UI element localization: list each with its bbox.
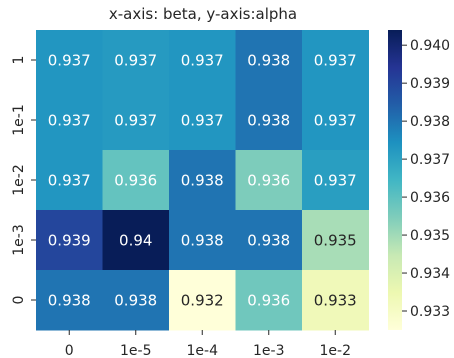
cell-value-label: 0.938 — [247, 112, 290, 130]
cell-value-label: 0.94 — [119, 232, 152, 250]
cell-value-label: 0.937 — [48, 52, 91, 70]
y-tick-label: 1 — [11, 56, 27, 65]
heatmap-cells: 0.937 0.937 0.937 0.938 0.937 0.937 0.937 0.937… — [36, 30, 369, 331]
colorbar-tick-label: 0.939 — [410, 76, 450, 92]
heatmap-cell — [169, 30, 236, 91]
x-tick-label: 1e-5 — [120, 343, 151, 358]
heatmap-cell — [302, 150, 369, 211]
heatmap-cell — [36, 30, 103, 91]
y-tick-label: 0 — [11, 296, 27, 305]
cell-value-label: 0.938 — [247, 52, 290, 70]
heatmap-cell — [102, 210, 170, 271]
heatmap-cell — [36, 90, 103, 151]
heatmap-cell — [302, 30, 369, 91]
colorbar — [388, 30, 402, 330]
colorbar-tick-label: 0.938 — [410, 114, 450, 130]
colorbar-ticks: 0.933 0.934 0.935 0.936 0.937 0.938 0.939 0.940 — [402, 38, 450, 320]
cell-value-label: 0.937 — [181, 112, 224, 130]
heatmap-cell — [169, 210, 236, 271]
cell-value-label: 0.937 — [181, 52, 224, 70]
heatmap-cell — [302, 270, 369, 331]
cell-value-label: 0.937 — [314, 172, 357, 190]
heatmap-cell — [36, 270, 103, 331]
y-tick-labels: 1 1e-1 1e-2 1e-3 0 — [11, 56, 36, 305]
heatmap-cell — [36, 150, 103, 211]
colorbar-tick-label: 0.940 — [410, 38, 450, 54]
cell-value-label: 0.936 — [114, 172, 157, 190]
cell-value-label: 0.938 — [114, 292, 157, 310]
colorbar-tick-label: 0.933 — [410, 304, 450, 320]
colorbar-tick-label: 0.934 — [410, 266, 450, 282]
cell-value-label: 0.938 — [247, 232, 290, 250]
heatmap-cell — [102, 150, 170, 211]
cell-value-label: 0.937 — [114, 112, 157, 130]
x-tick-label: 0 — [65, 343, 74, 358]
heatmap-cell — [302, 210, 369, 271]
cell-value-label: 0.938 — [181, 172, 224, 190]
x-tick-label: 1e-3 — [253, 343, 284, 358]
chart-title: x-axis: beta, y-axis:alpha — [109, 5, 297, 23]
heatmap-cell — [235, 90, 303, 151]
x-tick-labels: 0 1e-5 1e-4 1e-3 1e-2 — [65, 330, 351, 358]
x-tick-label: 1e-4 — [187, 343, 219, 358]
cell-value-label: 0.933 — [314, 292, 357, 310]
y-tick-label: 1e-3 — [11, 224, 27, 255]
x-tick-label: 1e-2 — [320, 343, 351, 358]
y-tick-label: 1e-2 — [11, 164, 27, 195]
y-tick-label: 1e-1 — [11, 104, 27, 135]
cell-value-label: 0.937 — [314, 52, 357, 70]
cell-value-label: 0.935 — [314, 232, 357, 250]
cell-value-label: 0.939 — [48, 232, 91, 250]
heatmap-cell — [102, 90, 170, 151]
heatmap-cell — [235, 270, 303, 331]
cell-value-label: 0.938 — [181, 232, 224, 250]
cell-value-label: 0.937 — [48, 172, 91, 190]
cell-value-label: 0.936 — [247, 292, 290, 310]
heatmap-cell — [235, 150, 303, 211]
cell-value-label: 0.936 — [247, 172, 290, 190]
heatmap-cell — [235, 30, 303, 91]
heatmap-cell — [36, 210, 103, 271]
heatmap-cell — [169, 90, 236, 151]
heatmap-cell — [235, 210, 303, 271]
cell-value-label: 0.937 — [114, 52, 157, 70]
heatmap-cell — [169, 150, 236, 211]
colorbar-tick-label: 0.935 — [410, 228, 450, 244]
heatmap-cell — [102, 270, 170, 331]
cell-value-label: 0.937 — [48, 112, 91, 130]
colorbar-tick-label: 0.937 — [410, 152, 450, 168]
cell-value-label: 0.932 — [181, 292, 224, 310]
colorbar-tick-label: 0.936 — [410, 190, 450, 206]
heatmap-cell — [102, 30, 170, 91]
heatmap-cell — [169, 270, 236, 331]
cell-value-label: 0.937 — [314, 112, 357, 130]
cell-value-label: 0.938 — [48, 292, 91, 310]
heatmap-cell — [302, 90, 369, 151]
